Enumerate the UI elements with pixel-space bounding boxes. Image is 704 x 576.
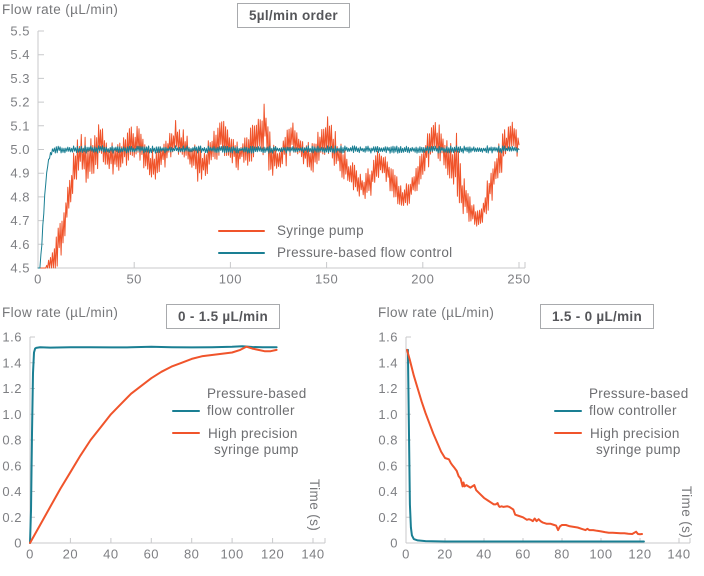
svg-text:250: 250 — [507, 272, 530, 287]
svg-text:1.2: 1.2 — [378, 381, 398, 396]
svg-text:5.4: 5.4 — [10, 47, 30, 62]
svg-text:200: 200 — [411, 272, 434, 287]
svg-text:0.4: 0.4 — [2, 484, 22, 499]
svg-text:0.6: 0.6 — [2, 458, 22, 473]
svg-text:0.6: 0.6 — [378, 458, 398, 473]
br-legend-syringe-label-line2: syringe pump — [596, 442, 681, 457]
svg-text:0.8: 0.8 — [2, 433, 22, 448]
svg-text:60: 60 — [515, 547, 530, 562]
svg-text:0.8: 0.8 — [378, 433, 398, 448]
bl-legend-syringe-label-line1: High precision — [208, 426, 298, 441]
svg-text:140: 140 — [301, 547, 324, 562]
svg-text:120: 120 — [628, 547, 651, 562]
svg-text:80: 80 — [184, 547, 199, 562]
svg-text:50: 50 — [126, 272, 141, 287]
svg-text:4.6: 4.6 — [10, 237, 30, 252]
top-chart-ylabel: Flow rate (µL/min) — [2, 2, 119, 17]
svg-text:5.2: 5.2 — [10, 95, 30, 110]
svg-text:5.5: 5.5 — [10, 24, 30, 39]
bottom-right-chart-title: 1.5 - 0 µL/min — [540, 304, 654, 329]
svg-text:20: 20 — [63, 547, 78, 562]
bottom-left-time-axis-label: Time (s) — [307, 479, 322, 532]
svg-text:140: 140 — [667, 547, 690, 562]
svg-text:40: 40 — [476, 547, 491, 562]
br-legend-pressure-label-line1: Pressure-based — [589, 386, 689, 401]
svg-text:0: 0 — [26, 547, 34, 562]
svg-text:4.9: 4.9 — [10, 166, 30, 181]
svg-text:150: 150 — [315, 272, 338, 287]
svg-text:100: 100 — [220, 547, 243, 562]
br-legend-pressure-swatch — [554, 410, 582, 412]
svg-text:1.6: 1.6 — [378, 330, 398, 345]
bl-legend-pressure-swatch — [172, 410, 200, 412]
bottom-left-chart-title: 0 - 1.5 µL/min — [166, 304, 280, 329]
svg-text:120: 120 — [261, 547, 284, 562]
svg-text:1.2: 1.2 — [2, 381, 22, 396]
svg-text:5.1: 5.1 — [10, 118, 30, 133]
top-legend-pressure-swatch — [218, 252, 265, 254]
br-legend-syringe-swatch — [554, 432, 582, 434]
svg-text:80: 80 — [554, 547, 569, 562]
bl-legend-syringe-swatch — [172, 432, 200, 434]
top-legend-syringe-pump-label: Syringe pump — [277, 223, 364, 238]
svg-text:0.4: 0.4 — [378, 484, 398, 499]
svg-text:100: 100 — [219, 272, 242, 287]
bl-legend-pressure-label-line2: flow controller — [207, 403, 295, 418]
svg-text:20: 20 — [437, 547, 452, 562]
top-legend-syringe-pump-swatch — [218, 230, 265, 232]
bottom-right-chart-ylabel: Flow rate (µL/min) — [378, 305, 495, 320]
bottom-left-chart-ylabel: Flow rate (µL/min) — [2, 305, 119, 320]
svg-text:4.5: 4.5 — [10, 261, 30, 276]
top-chart-title: 5µl/min order — [237, 3, 350, 28]
svg-text:1.0: 1.0 — [2, 407, 22, 422]
svg-text:0: 0 — [402, 547, 410, 562]
br-legend-syringe-label-line1: High precision — [590, 426, 680, 441]
svg-text:1.0: 1.0 — [378, 407, 398, 422]
svg-text:1.6: 1.6 — [2, 330, 22, 345]
br-legend-pressure-label-line2: flow controller — [589, 403, 677, 418]
svg-text:5.0: 5.0 — [10, 142, 30, 157]
svg-text:0.2: 0.2 — [378, 510, 398, 525]
svg-text:100: 100 — [589, 547, 612, 562]
svg-text:0: 0 — [34, 272, 42, 287]
bl-legend-syringe-label-line2: syringe pump — [214, 442, 299, 457]
svg-text:5.3: 5.3 — [10, 71, 30, 86]
top-legend-pressure-label: Pressure-based flow control — [277, 245, 453, 260]
svg-text:60: 60 — [144, 547, 159, 562]
svg-text:0: 0 — [390, 536, 398, 551]
bottom-right-time-axis-label: Time (s) — [679, 486, 694, 539]
svg-text:4.8: 4.8 — [10, 189, 30, 204]
svg-text:40: 40 — [103, 547, 118, 562]
svg-text:1.4: 1.4 — [2, 355, 22, 370]
svg-text:4.7: 4.7 — [10, 213, 30, 228]
svg-text:1.4: 1.4 — [378, 355, 398, 370]
svg-text:0.2: 0.2 — [2, 510, 22, 525]
bl-legend-pressure-label-line1: Pressure-based — [207, 386, 307, 401]
svg-text:0: 0 — [14, 536, 22, 551]
